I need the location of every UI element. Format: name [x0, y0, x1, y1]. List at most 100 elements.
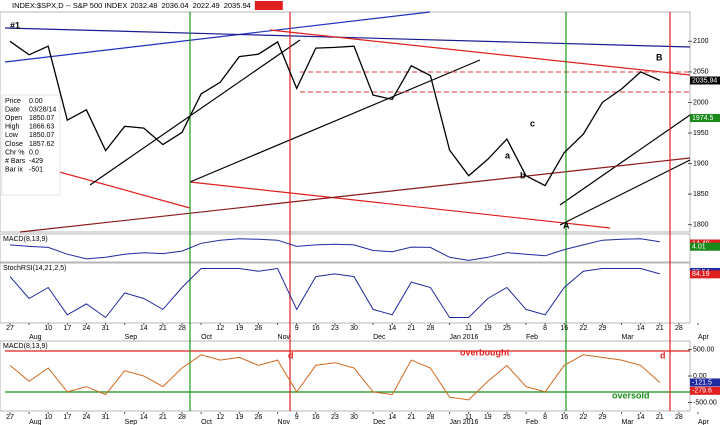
x-tick-label: Aug — [29, 419, 42, 425]
x-tick-label: 21 — [656, 325, 664, 332]
info-box — [1, 94, 61, 196]
y-tick-label: 1950 — [693, 130, 709, 137]
x-tick-label: 12 — [216, 414, 224, 421]
y-tick-label: 0.00 — [693, 373, 707, 380]
chart-title: INDEX:$SPX,D -- S&P 500 INDEX — [12, 1, 127, 10]
trend-line — [19, 157, 691, 233]
annotation: B — [656, 52, 663, 62]
annotation: c — [530, 118, 535, 128]
x-tick-label: 17 — [63, 325, 71, 332]
x-tick-label: Dec — [373, 419, 386, 425]
x-tick-label: 19 — [235, 325, 243, 332]
info-label: Chr % — [5, 149, 24, 156]
trend-line — [559, 159, 691, 226]
value-tag-label: -121.5 — [692, 379, 712, 386]
x-tick-label: 19 — [484, 325, 492, 332]
x-tick-label: 9 — [295, 414, 299, 421]
value-tag — [690, 270, 720, 279]
trend-line — [189, 181, 611, 229]
annotation: A — [563, 220, 570, 230]
x-tick-label: 19 — [235, 414, 243, 421]
annotation: a — [505, 150, 511, 160]
stochrsi-panel — [0, 262, 691, 324]
x-tick-label: 31 — [102, 414, 110, 421]
x-tick-label: 14 — [140, 414, 148, 421]
x-tick-label: 31 — [102, 325, 110, 332]
x-tick-label: 27 — [6, 414, 14, 421]
x-tick-label: Feb — [526, 334, 538, 341]
x-tick-label: 10 — [44, 414, 52, 421]
x-tick-label: Sep — [125, 334, 138, 341]
info-label: Close — [5, 141, 23, 148]
info-value: 0.0 — [29, 149, 39, 156]
y-tick-label: 500.00 — [693, 346, 715, 353]
x-tick-label: 24 — [83, 325, 91, 332]
x-tick-label: 8 — [543, 414, 547, 421]
x-tick-label: Jan 2016 — [450, 334, 479, 341]
x-tick-label: 9 — [295, 325, 299, 332]
y-tick-label: 2000 — [693, 99, 709, 106]
x-tick-label: 28 — [427, 414, 435, 421]
series-line — [9, 354, 661, 401]
x-tick-label: 11 — [465, 414, 472, 421]
x-tick-label: 16 — [312, 414, 320, 421]
panel-title: StochRSI(14,21,2,5) — [3, 265, 66, 272]
x-tick-label: 28 — [675, 325, 683, 332]
y-tick-label: 1900 — [693, 160, 709, 167]
x-tick-label: Oct — [201, 419, 212, 425]
x-tick-label: Sep — [125, 419, 138, 425]
info-label: Date — [5, 106, 20, 113]
readout-value: 2036.04 — [161, 1, 188, 10]
readout-value: 2022.49 — [193, 1, 220, 10]
panel-title: MACD(8,13,9) — [3, 343, 48, 350]
y-tick-label: 1850 — [693, 191, 709, 198]
value-tag-label: -279.6 — [692, 388, 712, 395]
x-tick-label: 23 — [331, 414, 339, 421]
info-label: High — [5, 124, 20, 131]
x-tick-label: 22 — [579, 414, 587, 421]
info-value: 0.00 — [29, 98, 43, 105]
x-tick-label: 28 — [675, 414, 683, 421]
x-tick-label: 21 — [159, 325, 167, 332]
annotation: overbought — [460, 347, 510, 357]
x-tick-label: Feb — [526, 419, 538, 425]
x-tick-label: 24 — [83, 414, 91, 421]
x-tick-label: 28 — [178, 325, 186, 332]
value-tag — [690, 242, 720, 251]
x-tick-label: 23 — [331, 325, 339, 332]
x-tick-label: 14 — [140, 325, 148, 332]
x-tick-label: Aug — [29, 334, 42, 341]
x-tick-label: 11 — [465, 325, 472, 332]
x-tick-label: 21 — [656, 414, 664, 421]
trend-line — [4, 27, 691, 48]
x-tick-label: 14 — [637, 414, 645, 421]
value-tag-label: 84.19 — [692, 271, 710, 278]
trend-line — [4, 11, 431, 63]
series-line — [9, 238, 660, 261]
panel-title: MACD(8,13,9) — [3, 236, 48, 243]
value-tag-label: 1974.5 — [692, 115, 714, 122]
readout-value: 2035.94 — [224, 1, 251, 10]
value-tag — [690, 114, 720, 123]
annotation: d — [660, 350, 666, 360]
x-tick-label: 14 — [388, 414, 396, 421]
readout-value: 2032.48 — [130, 1, 157, 10]
x-tick-label: 19 — [484, 414, 492, 421]
annotation: oversold — [612, 390, 650, 400]
info-label: # Bars — [5, 158, 26, 165]
x-tick-label: 12 — [216, 325, 224, 332]
value-tag — [690, 76, 720, 85]
annotation: #1 — [10, 20, 20, 30]
x-tick-label: 30 — [350, 414, 358, 421]
info-value: 1857.62 — [29, 141, 54, 148]
value-tag-label: 4.01 — [692, 244, 706, 251]
x-tick-label: 14 — [637, 325, 645, 332]
x-tick-label: 29 — [599, 414, 607, 421]
x-tick-label: 21 — [159, 414, 167, 421]
annotation: d — [288, 350, 294, 360]
info-value: 03/28/14 — [29, 106, 56, 113]
x-tick-label: 16 — [312, 325, 320, 332]
y-tick-label: 2050 — [693, 69, 709, 76]
y-tick-label: -500.00 — [693, 399, 717, 406]
